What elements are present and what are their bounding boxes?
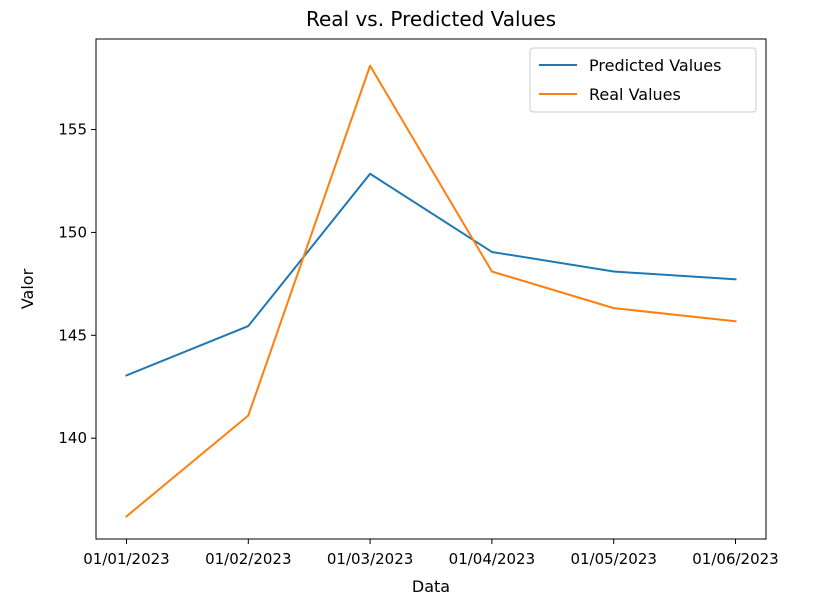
y-tick-label: 150 — [58, 223, 87, 241]
y-tick-label: 145 — [58, 326, 87, 344]
x-tick-label: 01/03/2023 — [327, 550, 413, 568]
y-tick-label: 140 — [58, 429, 87, 447]
y-axis-label: Valor — [18, 268, 37, 309]
series-line-0 — [125, 172, 737, 377]
legend-label-0: Predicted Values — [589, 56, 721, 75]
x-axis: 01/01/2023 01/02/2023 01/03/2023 01/04/2023… — [83, 539, 779, 568]
x-tick-label: 01/01/2023 — [83, 550, 169, 568]
legend-box — [529, 47, 757, 113]
legend-label-1: Real Values — [589, 85, 681, 104]
series-line-1 — [125, 64, 737, 518]
x-tick-label: 01/02/2023 — [205, 550, 291, 568]
plot-frame — [95, 38, 767, 540]
chart-title: Real vs. Predicted Values — [306, 7, 556, 31]
legend: Predicted Values Real Values — [529, 47, 757, 113]
plot-lines — [125, 64, 737, 518]
x-tick-label: 01/05/2023 — [570, 550, 656, 568]
y-tick-label: 155 — [58, 121, 87, 139]
y-axis: 140 145 150 155 — [58, 121, 96, 447]
x-axis-label: Data — [412, 577, 450, 596]
x-tick-label: 01/06/2023 — [692, 550, 778, 568]
x-tick-label: 01/04/2023 — [449, 550, 535, 568]
